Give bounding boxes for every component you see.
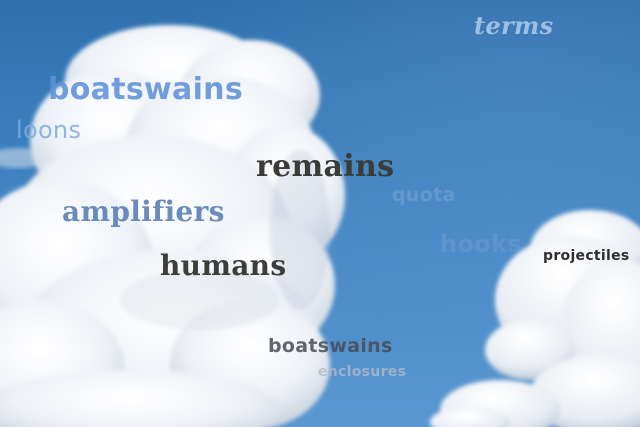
word-hooks: hooks	[440, 230, 522, 258]
bottom-cloud	[430, 380, 560, 427]
right-cumulus-cloud	[485, 210, 640, 427]
word-amplifiers: amplifiers	[62, 195, 225, 228]
word-humans: humans	[160, 249, 287, 282]
word-boatswains-top: boatswains	[48, 72, 243, 107]
main-cumulus-cloud	[0, 25, 345, 427]
word-remains: remains	[256, 149, 395, 184]
word-loons: loons	[16, 116, 82, 144]
word-enclosures: enclosures	[318, 364, 407, 380]
word-boatswains-bottom: boatswains	[268, 335, 393, 357]
word-quota: quota	[392, 184, 456, 206]
word-terms: terms	[474, 11, 554, 40]
cloud-wisp	[0, 148, 48, 168]
word-projectiles: projectiles	[543, 248, 630, 264]
